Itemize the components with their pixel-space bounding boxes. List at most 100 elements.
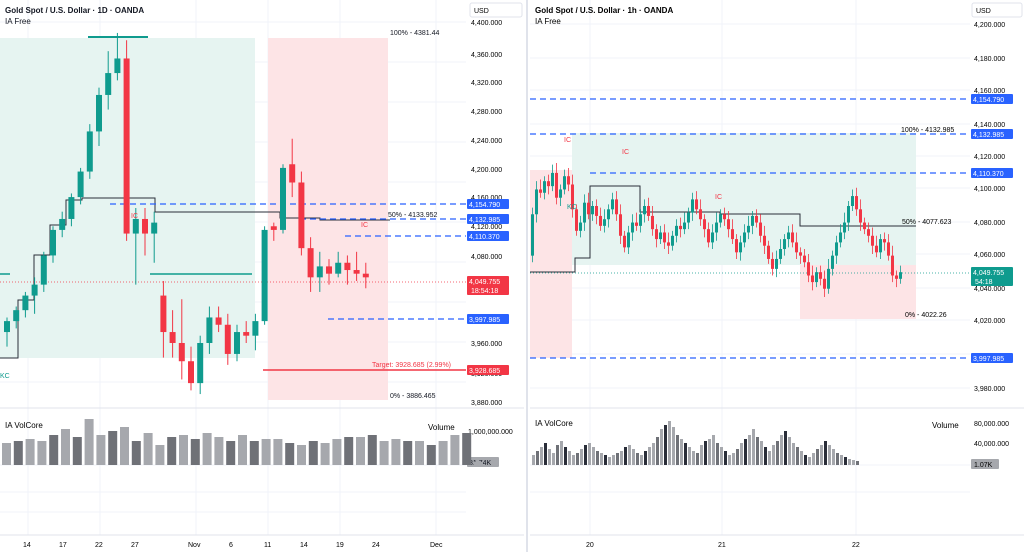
volume-bar bbox=[832, 449, 835, 465]
candle-body bbox=[623, 235, 626, 248]
candle-body bbox=[252, 321, 259, 336]
volume-bar bbox=[556, 445, 559, 465]
volume-bar bbox=[576, 453, 579, 465]
volume-bar bbox=[820, 445, 823, 465]
right-currency-button[interactable] bbox=[971, 2, 1023, 18]
volume-bar bbox=[784, 431, 787, 465]
candle-body bbox=[335, 262, 342, 274]
volume-bar bbox=[61, 429, 70, 465]
right-price-axis[interactable]: USD 4,200.000 4,180.000 4,160.000 4,140.… bbox=[970, 0, 1024, 405]
right-step-line bbox=[530, 185, 916, 273]
volume-bar bbox=[474, 462, 483, 465]
right-volume-pane[interactable]: IA VolCore Volume 80,000.000 40,000.000 … bbox=[530, 407, 1024, 469]
volume-bar bbox=[249, 441, 259, 465]
volume-bar bbox=[816, 449, 819, 465]
left-tag-4154: 4,154.790 bbox=[469, 202, 500, 209]
candle-body bbox=[675, 225, 678, 236]
right-tick-6: 4,080.000 bbox=[974, 220, 1005, 227]
right-tag-3997-bg bbox=[971, 353, 1013, 363]
left-time-axis[interactable]: 14 17 22 27 Nov 6 11 14 19 24 Dec bbox=[0, 534, 524, 549]
volume-bar bbox=[648, 447, 651, 465]
candle-body bbox=[123, 58, 130, 234]
left-tick-4: 4,240.000 bbox=[471, 138, 502, 145]
candle-body bbox=[839, 232, 842, 243]
volume-bar bbox=[190, 439, 200, 465]
candle-body bbox=[707, 229, 710, 243]
left-volume-pane[interactable]: IA VolCore Volume 1,000,000.000 81.74K bbox=[0, 407, 524, 467]
candle-body bbox=[855, 196, 858, 210]
candle-body bbox=[555, 172, 558, 198]
candle-body bbox=[695, 199, 698, 210]
left-volume-label: Volume bbox=[428, 423, 455, 432]
volume-bar bbox=[612, 455, 615, 465]
volume-bar bbox=[426, 445, 436, 465]
candle-body bbox=[667, 242, 670, 246]
candle-body bbox=[671, 235, 674, 246]
right-chart-panel[interactable]: 100% - 4132.985 50% - 4077.623 0% - 4022… bbox=[530, 0, 970, 535]
volume-bar bbox=[261, 439, 271, 465]
candle-body bbox=[643, 206, 646, 215]
candle-body bbox=[699, 209, 702, 220]
candle-body bbox=[731, 229, 734, 240]
candle-body bbox=[679, 225, 682, 230]
right-tag-3997: 3,997.985 bbox=[973, 356, 1004, 363]
candle-body bbox=[599, 215, 602, 226]
candle-body bbox=[132, 218, 139, 234]
volume-bar bbox=[804, 455, 807, 465]
candle-body bbox=[289, 164, 296, 183]
volume-bar bbox=[712, 435, 715, 465]
right-time-22: 22 bbox=[852, 542, 860, 549]
volume-bar bbox=[297, 445, 306, 465]
candle-body bbox=[895, 275, 898, 279]
left-volume-tick: 1,000,000.000 bbox=[468, 429, 513, 436]
candle-body bbox=[86, 131, 93, 172]
left-tick-0: 4,400.000 bbox=[471, 20, 502, 27]
right-tick-0: 4,200.000 bbox=[974, 22, 1005, 29]
candle-body bbox=[627, 232, 630, 248]
right-ic-label-2: IC bbox=[622, 149, 629, 156]
left-price-axis[interactable]: USD 4,400.000 4,360.000 4,320.000 4,280.… bbox=[466, 0, 524, 407]
left-candles bbox=[4, 32, 369, 395]
candle-body bbox=[579, 222, 582, 231]
candle-body bbox=[50, 229, 56, 256]
candle-body bbox=[188, 361, 194, 384]
volume-bar bbox=[72, 437, 82, 465]
candle-body bbox=[795, 242, 798, 253]
candle-body bbox=[631, 222, 634, 233]
volume-bar bbox=[692, 451, 695, 465]
right-ic-label-3: IC bbox=[715, 194, 722, 201]
candle-body bbox=[647, 206, 650, 216]
candle-body bbox=[803, 255, 806, 263]
candle-body bbox=[96, 94, 102, 132]
volume-bar bbox=[560, 441, 563, 465]
left-chart-panel[interactable]: 100% - 4381.44 50% - 4133.952 0% - 3886.… bbox=[0, 0, 466, 535]
candle-body bbox=[298, 182, 305, 249]
candle-body bbox=[787, 232, 790, 240]
candle-body bbox=[899, 272, 902, 279]
left-tag-4110-bg bbox=[467, 231, 509, 241]
right-volume-current-bg bbox=[971, 459, 999, 469]
volume-bar bbox=[226, 441, 236, 465]
volume-bar bbox=[800, 451, 803, 465]
right-tick-4: 4,120.000 bbox=[974, 154, 1005, 161]
candle-body bbox=[867, 229, 870, 236]
candle-body bbox=[583, 202, 586, 223]
volume-bar bbox=[836, 453, 839, 465]
volume-bar bbox=[544, 443, 547, 465]
right-tick-8: 4,040.000 bbox=[974, 286, 1005, 293]
volume-bar bbox=[540, 447, 543, 465]
candle-body bbox=[178, 342, 185, 362]
volume-bar bbox=[640, 455, 643, 465]
volume-bar bbox=[391, 439, 401, 465]
candle-body bbox=[169, 332, 176, 343]
right-tag-4154: 4,154.790 bbox=[973, 97, 1004, 104]
volume-bar bbox=[96, 435, 106, 465]
right-ic-label-1: IC bbox=[564, 137, 571, 144]
candle-body bbox=[719, 214, 722, 223]
volume-bar bbox=[700, 445, 703, 465]
volume-bar bbox=[49, 435, 59, 465]
left-currency-button[interactable] bbox=[469, 2, 523, 18]
right-time-axis[interactable]: 20 21 22 bbox=[530, 534, 1024, 549]
right-tick-3: 4,140.000 bbox=[974, 122, 1005, 129]
left-tick-5: 4,200.000 bbox=[471, 167, 502, 174]
